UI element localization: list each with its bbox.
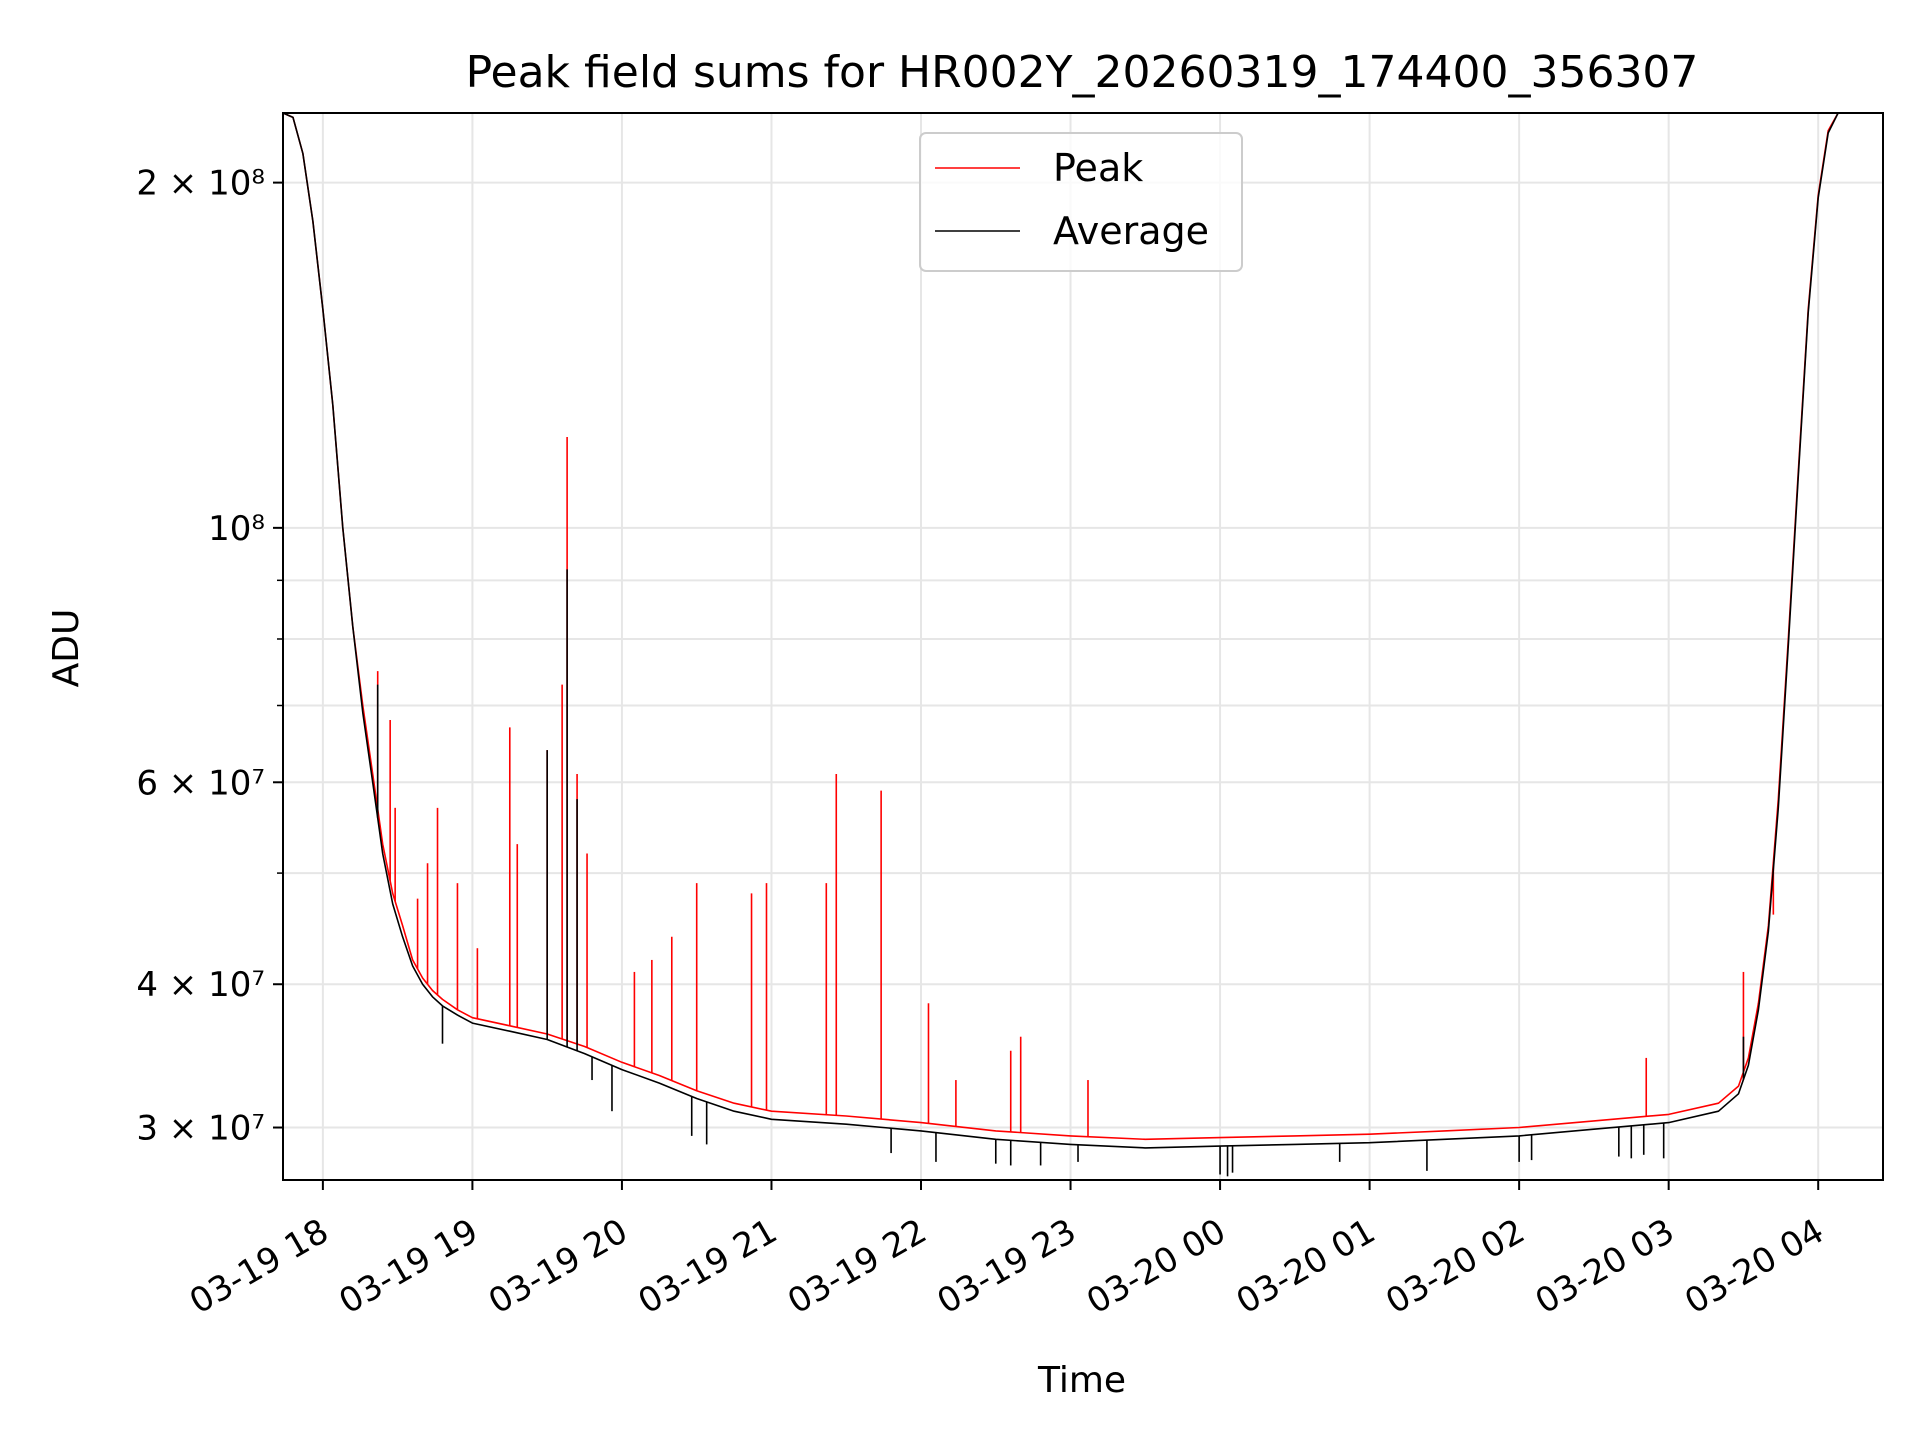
grid [283, 113, 1883, 1180]
legend-peak-label: Peak [1053, 146, 1143, 190]
plot-frame [282, 112, 1884, 1181]
legend: Peak Average [919, 132, 1243, 272]
average-series-line [282, 112, 1883, 1149]
y-axis-label: ADU [46, 609, 87, 688]
y-tick-label: 6 × 10⁷ [136, 763, 265, 803]
y-tick-label: 10⁸ [208, 509, 265, 549]
y-tick-label: 4 × 10⁷ [136, 965, 265, 1005]
chart-title: Peak field sums for HR002Y_20260319_1744… [466, 47, 1699, 98]
y-tick-label: 2 × 10⁸ [136, 164, 265, 204]
plot-series [282, 112, 1883, 1177]
x-axis-label: Time [1037, 1360, 1126, 1401]
y-tick-label: 3 × 10⁷ [136, 1109, 265, 1149]
y-axis: 3 × 10⁷ 4 × 10⁷ 6 × 10⁷ 10⁸ 2 × 10⁸ [136, 164, 283, 1149]
legend-average-label: Average [1053, 209, 1209, 253]
